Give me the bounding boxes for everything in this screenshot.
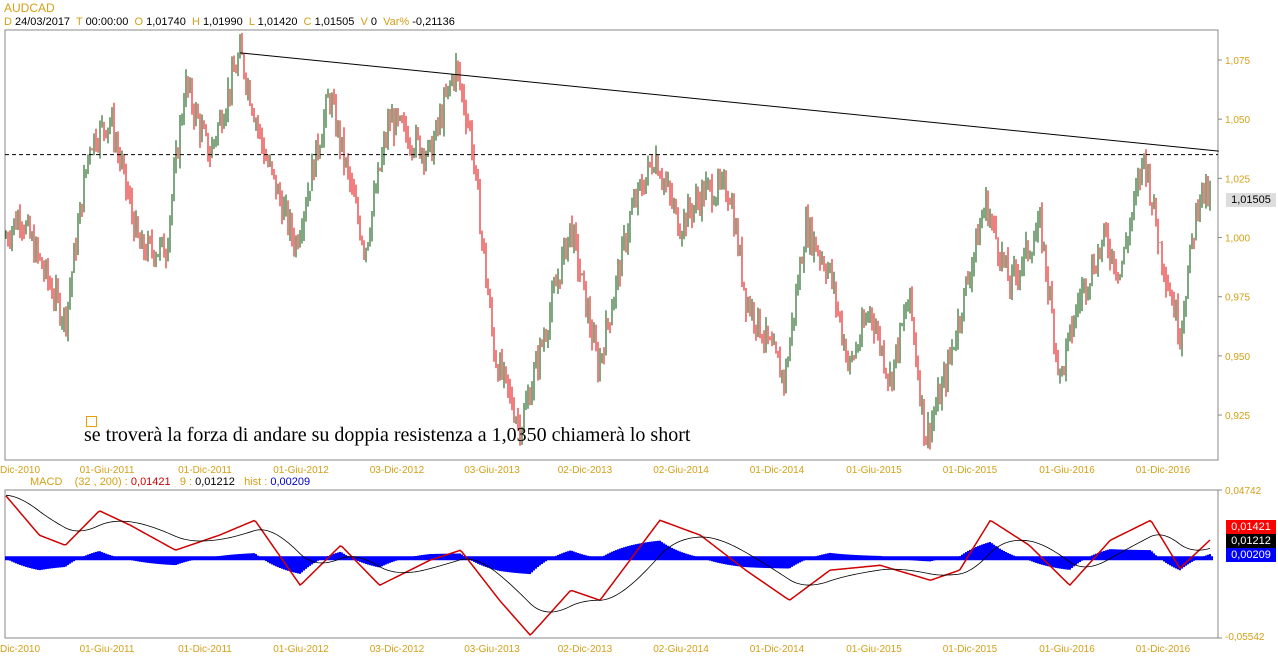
x-tick-label: Dic-2010 [0, 465, 40, 476]
trendline [240, 52, 1219, 152]
x-tick-label: 01-Giu-2011 [80, 644, 135, 655]
macd-value: 0,01421 [130, 476, 171, 488]
y-tick-label: 0,950 [1225, 352, 1250, 363]
y-tick-label: 0,975 [1225, 293, 1250, 304]
x-tick-label: 03-Giu-2013 [464, 465, 520, 476]
signal-label: 9 : [179, 476, 193, 488]
x-tick-label: 01-Giu-2012 [273, 644, 329, 655]
x-tick-label: 01-Dic-2014 [750, 465, 805, 476]
x-tick-label: 01-Giu-2015 [846, 644, 902, 655]
x-tick-label: 01-Giu-2011 [80, 465, 135, 476]
symbol-title: AUDCAD [4, 1, 55, 15]
x-tick-label: 02-Dic-2013 [558, 644, 613, 655]
high-value: 1,01990 [203, 16, 243, 28]
y-tick-label: 1,075 [1225, 56, 1250, 67]
hist-value: 0,00209 [270, 476, 311, 488]
x-tick-label: 01-Giu-2012 [273, 465, 329, 476]
x-tick-label: Dic-2010 [0, 644, 40, 655]
signal-tag: 0,01212 [1226, 534, 1276, 548]
x-tick-label: 02-Giu-2014 [653, 644, 709, 655]
close-value: 1,01505 [314, 16, 355, 28]
macd-line [5, 495, 1211, 636]
price-panel-frame [4, 29, 1219, 461]
volume-value: 0 [370, 16, 377, 28]
x-tick-label: 03-Giu-2013 [464, 644, 520, 655]
macd-params: (32 , 200) : [74, 476, 128, 488]
macd-panel-frame [4, 489, 1219, 639]
time-value: 00:00:00 [85, 16, 129, 28]
date-value: 24/03/2017 [15, 16, 71, 28]
x-tick-label: 01-Giu-2015 [846, 465, 902, 476]
x-tick-label: 02-Dic-2013 [558, 465, 613, 476]
x-tick-label: 03-Dic-2012 [370, 644, 425, 655]
x-tick-label: 01-Dic-2011 [178, 465, 232, 476]
annotation-text: se troverà la forza di andare su doppia … [84, 424, 691, 446]
y-tick-label: 1,025 [1225, 174, 1250, 185]
macd-y-tick-label: -0,05542 [1225, 632, 1265, 643]
var-value: -0,21136 [412, 16, 455, 28]
annotation-marker[interactable] [86, 416, 97, 427]
hist-tag: 0,00209 [1226, 548, 1276, 562]
x-tick-label: 03-Dic-2012 [370, 465, 425, 476]
y-tick-label: 1,000 [1225, 234, 1250, 245]
signal-value: 0,01212 [195, 476, 235, 488]
ohlc-readout: D 24/03/2017 T 00:00:00 O 1,01740 H 1,01… [4, 16, 455, 28]
x-tick-label: 01-Giu-2016 [1039, 465, 1095, 476]
open-value: 1,01740 [146, 16, 186, 28]
macd-tag: 0,01421 [1226, 520, 1276, 534]
macd-legend: MACD (32 , 200) : 0,01421 9 : 0,01212 hi… [30, 476, 311, 488]
x-tick-label: 01-Giu-2016 [1039, 644, 1095, 655]
x-tick-label: 02-Giu-2014 [653, 465, 709, 476]
last-price-tag: 1,01505 [1226, 193, 1276, 207]
y-tick-label: 1,050 [1225, 115, 1250, 126]
histogram-baseline [5, 556, 1213, 561]
x-tick-label: 01-Dic-2016 [1136, 465, 1191, 476]
x-tick-label: 01-Dic-2015 [943, 644, 998, 655]
x-tick-label: 01-Dic-2014 [750, 644, 805, 655]
y-tick-label: 0,925 [1225, 411, 1250, 422]
x-tick-label: 01-Dic-2011 [178, 644, 232, 655]
signal-line [5, 494, 1211, 613]
hist-label: hist : [244, 476, 268, 488]
x-tick-label: 01-Dic-2015 [943, 465, 998, 476]
x-tick-label: 01-Dic-2016 [1136, 644, 1191, 655]
low-value: 1,01420 [257, 16, 298, 28]
macd-y-tick-label: 0,04742 [1225, 486, 1262, 497]
